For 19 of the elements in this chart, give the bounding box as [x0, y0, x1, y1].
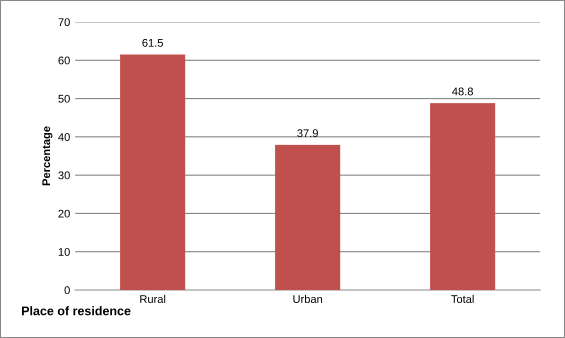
y-tick-label: 0 [64, 286, 70, 294]
data-label: 48.8 [452, 88, 473, 96]
y-tick-label: 60 [58, 56, 70, 64]
data-label: 37.9 [297, 129, 318, 138]
x-axis-title: Place of residence [22, 306, 131, 316]
y-tick-label: 30 [58, 171, 70, 180]
data-label: 61.5 [142, 38, 163, 47]
y-tick-label: 70 [58, 18, 70, 26]
x-tick-label: Rural [140, 294, 166, 304]
y-tick-label: 50 [58, 94, 70, 103]
y-tick-label: 40 [58, 133, 70, 141]
y-tick-label: 10 [58, 248, 70, 256]
bar [275, 144, 340, 290]
y-axis-title: Percentage [42, 126, 52, 186]
x-tick-label: Total [451, 294, 474, 304]
x-tick-label: Urban [293, 294, 322, 304]
y-tick-label: 20 [58, 210, 70, 218]
bar [430, 103, 496, 290]
bar [120, 54, 186, 290]
